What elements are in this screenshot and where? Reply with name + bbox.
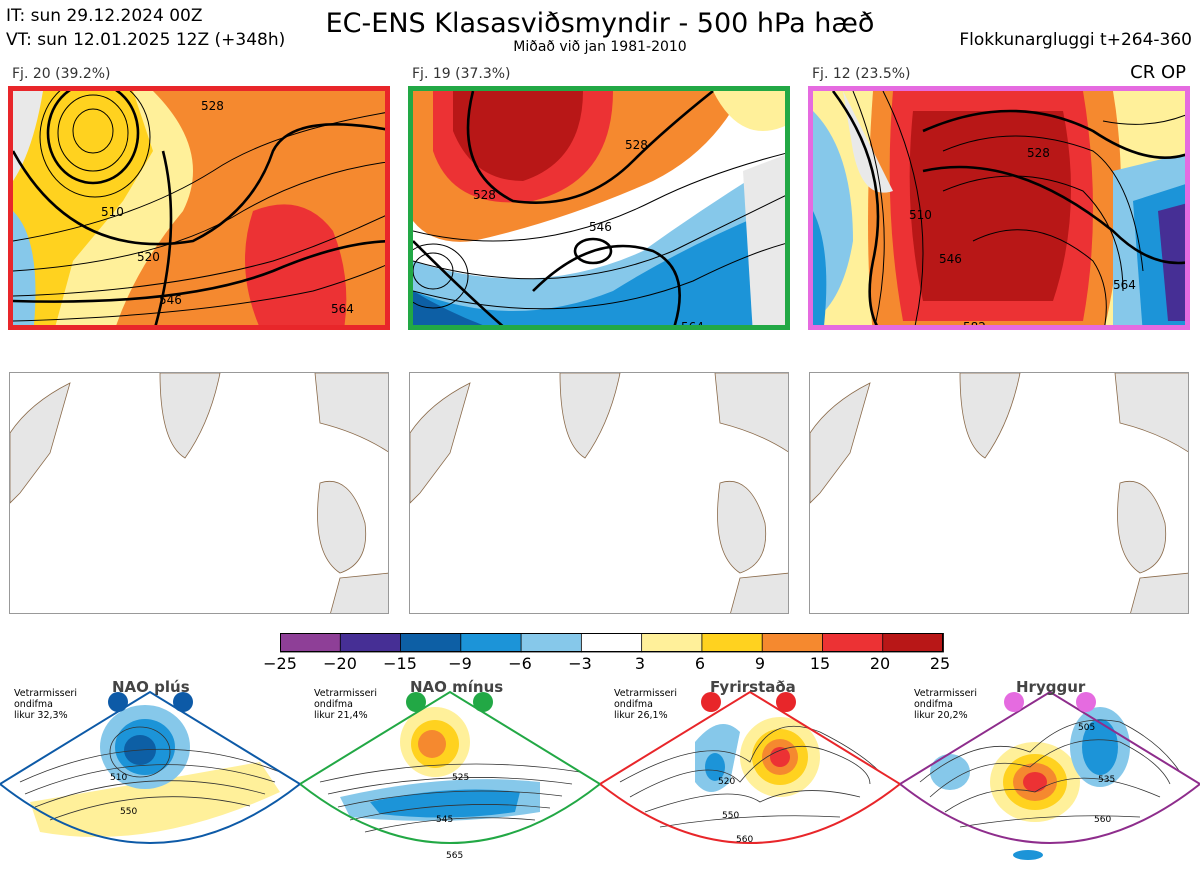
colorbar-cell xyxy=(641,633,703,653)
colorbar-tick: 9 xyxy=(754,654,766,673)
regime-info: Vetrarmisseri ondifma likur 20,2% xyxy=(914,688,977,721)
cluster-1-map: 528 510 520 546 564 xyxy=(8,86,390,330)
contour-label: 528 xyxy=(473,188,496,202)
regime-contour-label: 525 xyxy=(452,773,469,783)
classification-window: Flokkunargluggi t+264-360 xyxy=(959,30,1192,50)
colorbar-tick: 6 xyxy=(694,654,706,673)
regime-name: NAO plús xyxy=(112,678,190,696)
colorbar-tick: 25 xyxy=(929,654,951,673)
crop-label: CR OP xyxy=(1130,62,1186,83)
regime-info: Vetrarmisseri ondifma likur 32,3% xyxy=(14,688,77,721)
cluster-3-map: 510 528 546 564 582 xyxy=(808,86,1190,330)
regime-contour-label: 565 xyxy=(446,851,463,861)
colorbar-cell xyxy=(520,633,583,653)
regime-contour-label: 550 xyxy=(722,811,739,821)
regime-contour-label: 510 xyxy=(110,773,127,783)
colorbar-tick: 3 xyxy=(634,654,646,673)
regime-contour-label: 535 xyxy=(1098,775,1115,785)
regime-marker xyxy=(406,692,426,712)
cluster-1-label: Fj. 20 (39.2%) xyxy=(12,66,111,82)
regime-blocking: 520 550 560 Fyrirstaða Vetrarmisseri ond… xyxy=(600,672,900,872)
page-subtitle: Miðað við jan 1981-2010 xyxy=(513,39,687,55)
regime-marker xyxy=(1004,692,1024,712)
colorbar-cell xyxy=(580,633,643,653)
regime-contour-label: 560 xyxy=(736,835,753,845)
regime-contour-label: 520 xyxy=(718,777,735,787)
colorbar-tick: −6 xyxy=(508,654,532,673)
regime-marker xyxy=(473,692,493,712)
contour-label: 582 xyxy=(963,320,986,330)
colorbar-cell xyxy=(400,633,462,653)
contour-label: 528 xyxy=(1027,146,1050,160)
contour-label: 564 xyxy=(1113,278,1136,292)
contour-label: 546 xyxy=(939,252,962,266)
colorbar-cell xyxy=(882,633,944,653)
colorbar-cell xyxy=(339,633,402,653)
colorbar-cell xyxy=(822,633,884,653)
colorbar-tick: 20 xyxy=(869,654,891,673)
valid-time: VT: sun 12.01.2025 12Z (+348h) xyxy=(6,30,286,50)
colorbar-tick: −3 xyxy=(568,654,592,673)
regime-ridge: 505 535 560 Hryggur Vetrarmisseri ondifm… xyxy=(900,672,1200,872)
contour-label: 528 xyxy=(625,138,648,152)
page-title: EC-ENS Klasasviðsmyndir - 500 hPa hæð xyxy=(325,8,875,39)
regime-info: Vetrarmisseri ondifma likur 26,1% xyxy=(614,688,677,721)
regime-marker xyxy=(173,692,193,712)
regime-contour-label: 505 xyxy=(1078,723,1095,733)
contour-label: 564 xyxy=(681,320,704,330)
cluster-2-map: 528 528 546 564 xyxy=(408,86,790,330)
regime-contour-label: 550 xyxy=(120,807,137,817)
colorbar-tick: −9 xyxy=(448,654,472,673)
contour-label: 546 xyxy=(159,293,182,307)
regime-info: Vetrarmisseri ondifma likur 21,4% xyxy=(314,688,377,721)
outline-map-2 xyxy=(409,372,789,614)
regime-name: Hryggur xyxy=(1016,678,1086,696)
header-info: IT: sun 29.12.2024 00Z VT: sun 12.01.202… xyxy=(6,4,285,52)
colorbar-cell xyxy=(280,633,342,653)
contour-label: 528 xyxy=(201,99,224,113)
contour-label: 564 xyxy=(331,302,354,316)
cluster-3-label: Fj. 12 (23.5%) xyxy=(812,66,911,82)
regime-marker xyxy=(1076,692,1096,712)
colorbar-tick: −20 xyxy=(323,654,357,673)
outline-map-1 xyxy=(9,372,389,614)
regime-marker xyxy=(776,692,796,712)
colorbar-tick: 15 xyxy=(809,654,831,673)
colorbar-cell xyxy=(701,633,764,653)
regime-name: NAO mínus xyxy=(410,678,504,696)
contour-label: 510 xyxy=(909,208,932,222)
regime-nao-minus: 525 545 565 NAO mínus Vetrarmisseri ondi… xyxy=(300,672,600,872)
colorbar-cell xyxy=(761,633,824,653)
regime-contour-label: 560 xyxy=(1094,815,1111,825)
colorbar-cell xyxy=(460,633,522,653)
colorbar xyxy=(280,633,944,653)
regime-marker xyxy=(701,692,721,712)
colorbar-tick: −15 xyxy=(383,654,417,673)
regime-marker xyxy=(108,692,128,712)
contour-label: 546 xyxy=(589,220,612,234)
cluster-2-label: Fj. 19 (37.3%) xyxy=(412,66,511,82)
contour-label: 510 xyxy=(101,205,124,219)
regime-name: Fyrirstaða xyxy=(710,678,796,696)
initial-time: IT: sun 29.12.2024 00Z xyxy=(6,6,203,26)
contour-label: 520 xyxy=(137,250,160,264)
regime-nao-plus: 510 550 NAO plús Vetrarmisseri ondifma l… xyxy=(0,672,300,872)
outline-map-3 xyxy=(809,372,1189,614)
colorbar-tick: −25 xyxy=(263,654,297,673)
regime-contour-label: 545 xyxy=(436,815,453,825)
